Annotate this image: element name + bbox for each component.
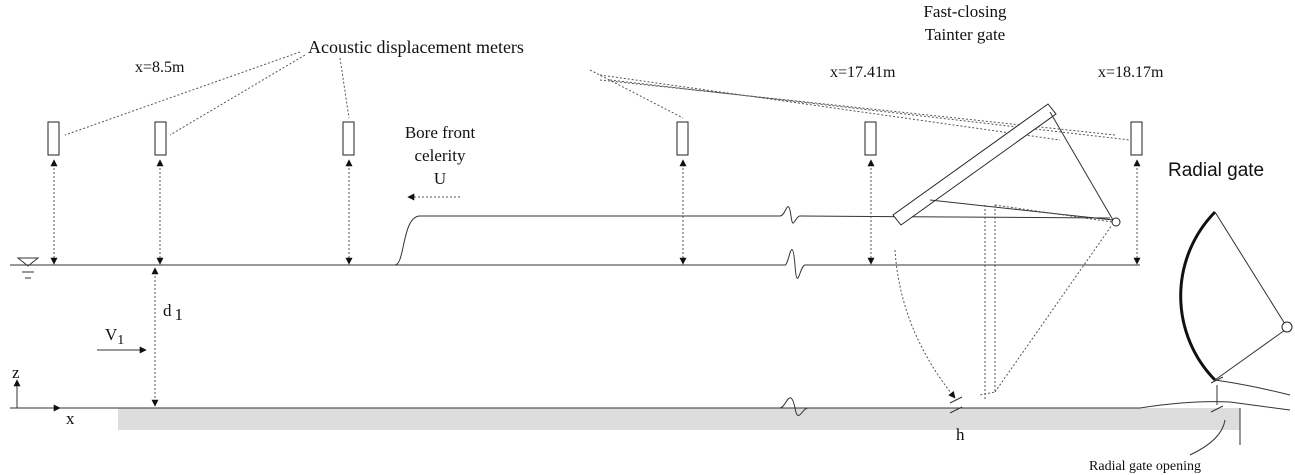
meter <box>864 121 877 156</box>
meter <box>1130 121 1143 156</box>
meter <box>676 121 689 156</box>
meter <box>342 121 355 156</box>
label: celerity <box>415 146 466 165</box>
label: z <box>12 363 20 382</box>
water-symbol <box>16 257 40 267</box>
tainter-gate <box>892 103 1121 414</box>
label: 1 <box>117 333 124 348</box>
bed-wave <box>779 397 809 416</box>
label: Radial gate <box>1168 160 1264 181</box>
bore-profile <box>10 206 1111 266</box>
label: h <box>956 425 965 444</box>
label: 1 <box>175 305 184 324</box>
radial-gate <box>1179 210 1293 456</box>
label: x <box>66 409 75 428</box>
outlet <box>1139 379 1291 411</box>
label: x=17.41m <box>830 64 896 81</box>
meter <box>154 121 167 156</box>
channel-bed <box>118 408 1240 430</box>
label: U <box>434 169 446 188</box>
water-surface <box>395 248 1140 279</box>
label: Acoustic displacement meters <box>308 37 524 57</box>
label: d <box>163 301 172 320</box>
label: Bore front <box>405 123 476 142</box>
label: V1 <box>105 325 124 348</box>
meters <box>47 51 1143 265</box>
label: x=8.5m <box>135 59 185 76</box>
label: V <box>105 325 118 344</box>
label: x=18.17m <box>1098 64 1164 81</box>
label: Fast-closing <box>923 2 1007 21</box>
meter <box>47 121 60 156</box>
label: Tainter gate <box>925 25 1005 44</box>
label: Radial gate opening <box>1089 459 1201 474</box>
